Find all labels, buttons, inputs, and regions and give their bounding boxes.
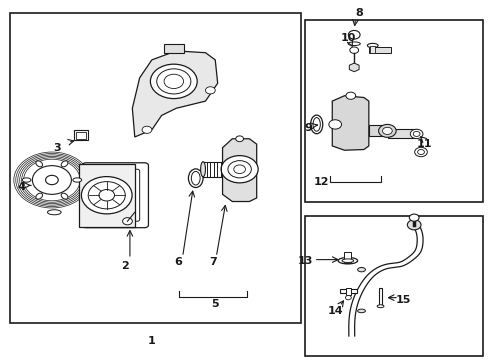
Circle shape: [407, 220, 420, 230]
Circle shape: [412, 131, 419, 136]
Circle shape: [235, 136, 243, 141]
FancyBboxPatch shape: [91, 169, 140, 221]
Circle shape: [408, 214, 418, 221]
Circle shape: [142, 126, 152, 134]
Text: 15: 15: [394, 295, 410, 305]
Polygon shape: [331, 96, 368, 150]
Text: 6: 6: [174, 257, 182, 267]
Circle shape: [157, 69, 190, 94]
Bar: [369, 46, 374, 53]
Polygon shape: [132, 51, 217, 137]
Circle shape: [409, 129, 422, 139]
Text: 1: 1: [148, 336, 155, 346]
Circle shape: [99, 189, 114, 201]
Ellipse shape: [47, 210, 61, 215]
Bar: [76, 132, 86, 139]
Ellipse shape: [312, 118, 320, 131]
Circle shape: [163, 74, 183, 89]
Text: 2: 2: [121, 261, 129, 271]
Text: 5: 5: [211, 299, 219, 309]
Ellipse shape: [200, 162, 205, 177]
Bar: [345, 288, 350, 296]
Circle shape: [233, 165, 245, 174]
Circle shape: [227, 161, 251, 178]
Ellipse shape: [310, 115, 322, 134]
Text: 11: 11: [416, 139, 432, 149]
Text: 12: 12: [313, 177, 328, 187]
Text: 14: 14: [326, 306, 342, 316]
Ellipse shape: [347, 42, 360, 45]
Circle shape: [345, 296, 350, 300]
Circle shape: [221, 156, 258, 183]
Text: 7: 7: [208, 257, 216, 267]
Bar: [387, 130, 416, 138]
Text: 3: 3: [53, 143, 61, 153]
Bar: [339, 289, 356, 293]
Circle shape: [45, 175, 58, 185]
Text: 8: 8: [354, 8, 362, 18]
Bar: [305, 21, 483, 202]
Circle shape: [382, 127, 391, 134]
Ellipse shape: [73, 178, 81, 182]
Ellipse shape: [61, 193, 68, 199]
Circle shape: [122, 218, 132, 225]
Bar: [163, 44, 183, 53]
Circle shape: [88, 181, 125, 209]
Circle shape: [328, 120, 341, 129]
Text: 9: 9: [304, 123, 311, 133]
Circle shape: [414, 147, 427, 157]
Ellipse shape: [22, 178, 31, 182]
Circle shape: [81, 177, 132, 214]
Text: 10: 10: [341, 33, 356, 43]
Bar: [344, 252, 350, 263]
Ellipse shape: [357, 309, 365, 313]
Ellipse shape: [191, 171, 200, 185]
Ellipse shape: [61, 161, 68, 167]
Bar: [368, 126, 386, 136]
Polygon shape: [222, 139, 256, 202]
Text: 4: 4: [17, 182, 25, 192]
Circle shape: [205, 87, 215, 94]
Ellipse shape: [376, 305, 383, 308]
Bar: [79, 164, 135, 226]
Circle shape: [150, 64, 197, 99]
Polygon shape: [348, 63, 358, 72]
Circle shape: [347, 31, 359, 39]
Ellipse shape: [357, 267, 365, 272]
Ellipse shape: [36, 193, 42, 199]
Circle shape: [417, 149, 424, 154]
Bar: [10, 13, 300, 323]
Ellipse shape: [36, 161, 42, 167]
Bar: [368, 47, 390, 53]
Bar: [74, 130, 88, 140]
Ellipse shape: [341, 259, 353, 262]
Circle shape: [378, 125, 395, 137]
Bar: [305, 216, 483, 356]
Bar: [378, 288, 382, 306]
Ellipse shape: [337, 257, 357, 264]
Text: 13: 13: [297, 256, 312, 266]
Circle shape: [345, 92, 355, 99]
Ellipse shape: [188, 169, 203, 188]
Circle shape: [32, 166, 71, 194]
Circle shape: [349, 47, 358, 53]
